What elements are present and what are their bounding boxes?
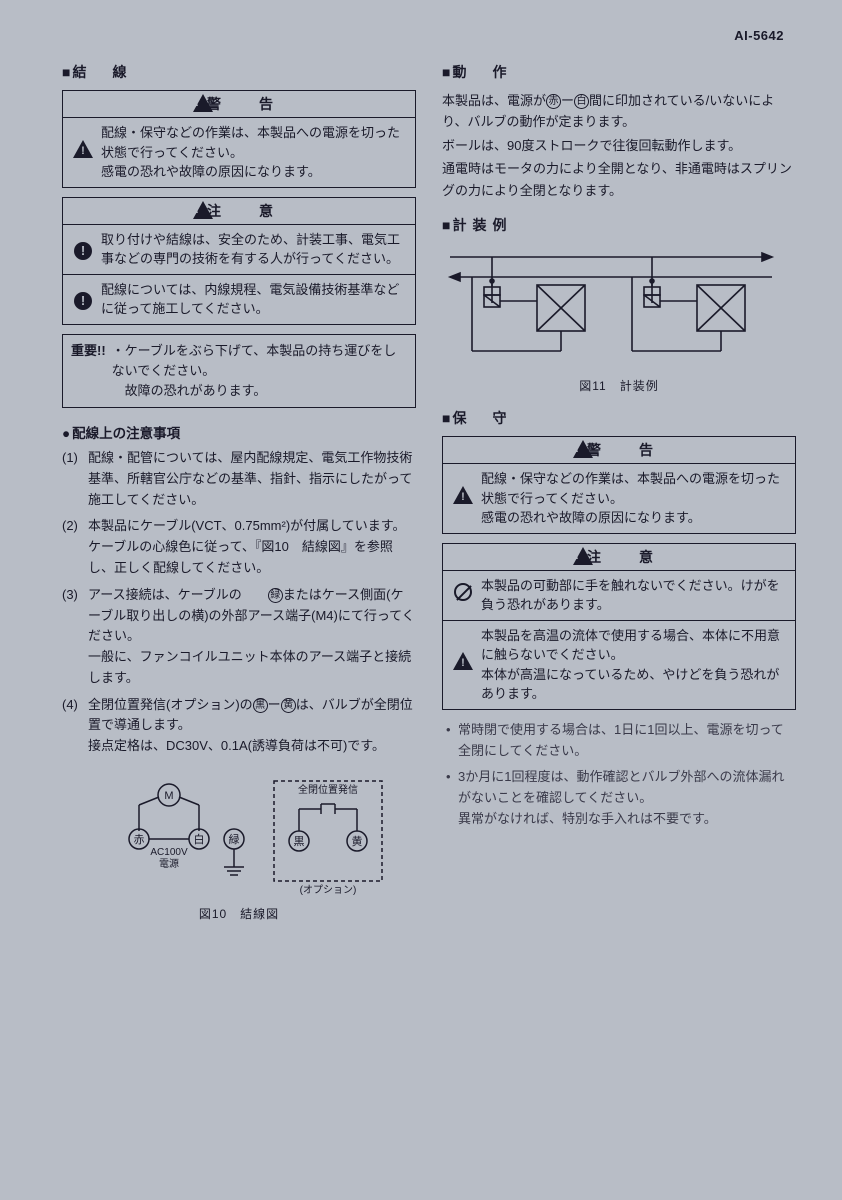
document-number: AI-5642: [734, 28, 784, 43]
svg-text:赤: 赤: [134, 833, 145, 846]
shock-icon: [73, 140, 93, 158]
figure-10-diagram: M 赤 白 緑 AC100V 電源 全閉位置発信 黒 黄 (オプション) 図10…: [89, 771, 389, 922]
operation-paragraph: ボールは、90度ストロークで往復回転動作します。: [442, 135, 796, 156]
svg-text:緑: 緑: [229, 832, 240, 846]
svg-text:黒: 黒: [294, 835, 305, 848]
section-instrumentation-title: 計装例: [442, 215, 796, 235]
left-column: 結 線 警 告 配線・保守などの作業は、本製品への電源を切った状態で行ってくださ…: [62, 48, 416, 922]
section-maintenance-title: 保 守: [442, 408, 796, 428]
caution-text: 本製品の可動部に手を触れないでください。けがを負う恐れがあります。: [481, 576, 789, 615]
list-item: 3か月に1回程度は、動作確認とバルブ外部への流体漏れがないことを確認してください…: [446, 766, 796, 830]
section-operation-title: 動 作: [442, 62, 796, 82]
warning-head: 警 告: [443, 437, 795, 464]
caution-head: 注 意: [443, 544, 795, 571]
shock-icon: [453, 486, 473, 504]
caution-text: 本製品を高温の流体で使用する場合、本体に不用意に触らないでください。 本体が高温…: [481, 626, 789, 704]
svg-text:電源: 電源: [159, 857, 179, 870]
warning-row: 配線・保守などの作業は、本製品への電源を切った状態で行ってください。 感電の恐れ…: [443, 464, 795, 533]
svg-text:(オプション): (オプション): [300, 884, 357, 896]
svg-text:M: M: [164, 790, 173, 802]
figure-10-caption: 図10 結線図: [89, 905, 389, 922]
caution-row: ! 取り付けや結線は、安全のため、計装工事、電気工事などの専門の技術を有する人が…: [63, 225, 415, 274]
caution-head: 注 意: [63, 198, 415, 225]
maintenance-bullets: 常時閉で使用する場合は、1日に1回以上、電源を切って全閉にしてください。3か月に…: [442, 719, 796, 830]
warning-head: 警 告: [63, 91, 415, 118]
hot-icon: [453, 652, 473, 670]
svg-text:黄: 黄: [352, 834, 363, 848]
section-wiring-title: 結 線: [62, 62, 416, 82]
caution-row: 本製品を高温の流体で使用する場合、本体に不用意に触らないでください。 本体が高温…: [443, 620, 795, 709]
warning-box: 警 告 配線・保守などの作業は、本製品への電源を切った状態で行ってください。 感…: [442, 436, 796, 534]
mandatory-icon: !: [74, 292, 92, 310]
svg-text:白: 白: [194, 832, 205, 846]
list-item: 常時閉で使用する場合は、1日に1回以上、電源を切って全閉にしてください。: [446, 719, 796, 762]
operation-paragraph: 通電時はモータの力により全開となり、非通電時はスプリングの力により全閉となります…: [442, 158, 796, 201]
right-column: 動 作 本製品は、電源が赤ー白間に印加されている/いないにより、バルブの動作が定…: [442, 48, 796, 922]
figure-11-caption: 図11 計装例: [442, 377, 796, 394]
mandatory-icon: !: [74, 242, 92, 260]
caution-row: 本製品の可動部に手を触れないでください。けがを負う恐れがあります。: [443, 571, 795, 620]
prohibit-icon: [454, 583, 472, 601]
caution-box: 注 意 本製品の可動部に手を触れないでください。けがを負う恐れがあります。 本製…: [442, 543, 796, 710]
warning-text: 配線・保守などの作業は、本製品への電源を切った状態で行ってください。 感電の恐れ…: [481, 469, 789, 528]
operation-paragraph: 本製品は、電源が赤ー白間に印加されている/いないにより、バルブの動作が定まります…: [442, 90, 796, 133]
warning-icon: [193, 94, 213, 112]
warning-row: 配線・保守などの作業は、本製品への電源を切った状態で行ってください。 感電の恐れ…: [63, 118, 415, 187]
warning-text: 配線・保守などの作業は、本製品への電源を切った状態で行ってください。 感電の恐れ…: [101, 123, 409, 182]
warning-icon: [573, 440, 593, 458]
warning-box: 警 告 配線・保守などの作業は、本製品への電源を切った状態で行ってください。 感…: [62, 90, 416, 188]
caution-row: ! 配線については、内線規程、電気設備技術基準などに従って施工してください。: [63, 274, 415, 324]
figure-11-diagram: 図11 計装例: [442, 243, 796, 394]
svg-text:AC100V: AC100V: [150, 847, 188, 858]
important-text: ・ケーブルをぶら下げて、本製品の持ち運びをしないでください。 故障の恐れがありま…: [112, 341, 407, 401]
wiring-notes-head: 配線上の注意事項: [62, 422, 416, 442]
important-box: 重要!! ・ケーブルをぶら下げて、本製品の持ち運びをしないでください。 故障の恐…: [62, 334, 416, 408]
warning-icon: [573, 547, 593, 565]
caution-text: 配線については、内線規程、電気設備技術基準などに従って施工してください。: [101, 280, 409, 319]
caution-text: 取り付けや結線は、安全のため、計装工事、電気工事などの専門の技術を有する人が行っ…: [101, 230, 409, 269]
important-label: 重要!!: [71, 341, 106, 401]
warning-icon: [193, 201, 213, 219]
svg-text:全閉位置発信: 全閉位置発信: [298, 783, 358, 796]
wiring-notes-list: (1)配線・配管については、屋内配線規定、電気工作物技術基準、所轄官公庁などの基…: [62, 448, 416, 757]
caution-box: 注 意 ! 取り付けや結線は、安全のため、計装工事、電気工事などの専門の技術を有…: [62, 197, 416, 325]
